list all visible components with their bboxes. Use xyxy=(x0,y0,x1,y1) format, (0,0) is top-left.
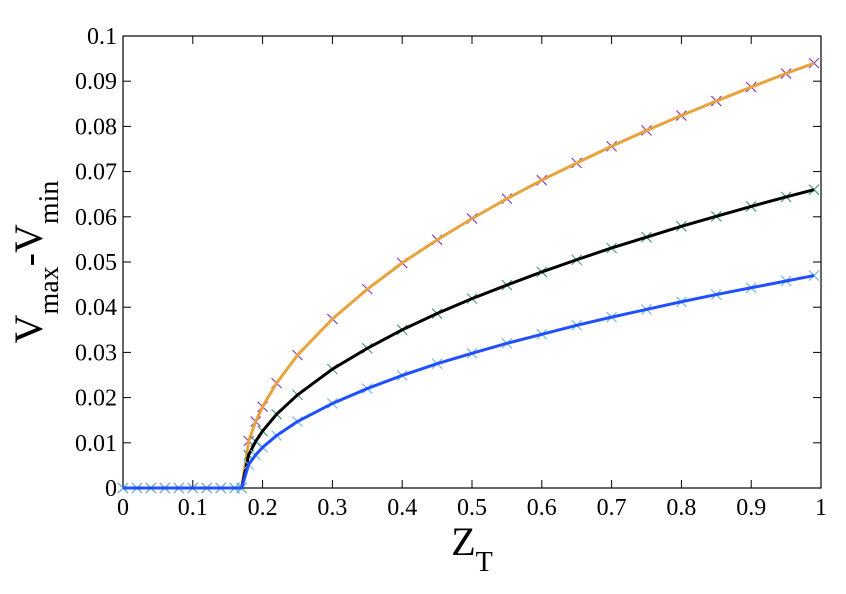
y-tick-label: 0.01 xyxy=(75,431,117,457)
x-tick-label: 0.1 xyxy=(178,495,208,521)
x-tick-label: 0.7 xyxy=(597,495,627,521)
plot-frame xyxy=(122,35,822,489)
y-tick-label: 0.06 xyxy=(75,205,117,231)
x-tick-label: 0 xyxy=(117,495,129,521)
series-line xyxy=(123,188,815,490)
ylabel: Vmax-Vmin xyxy=(6,181,65,344)
series-line xyxy=(123,61,815,490)
x-tick-label: 0.6 xyxy=(527,495,557,521)
x-tick-label: 0.9 xyxy=(736,495,766,521)
xlabel-part: Z xyxy=(451,519,475,564)
y-tick-label: 0.09 xyxy=(75,69,117,95)
xlabel: ZT xyxy=(451,519,493,578)
x-tick-label: 0.8 xyxy=(666,495,696,521)
xlabel-part: T xyxy=(476,547,493,578)
x-tick-label: 0.4 xyxy=(387,495,417,521)
y-tick-label: 0.04 xyxy=(75,295,117,321)
ylabel-part: min xyxy=(34,181,65,225)
x-tick-label: 0.5 xyxy=(457,495,487,521)
y-tick-label: 0.03 xyxy=(75,340,117,366)
y-tick-label: 0.08 xyxy=(75,114,117,140)
y-tick-label: 0 xyxy=(105,476,117,502)
y-tick-label: 0.1 xyxy=(87,24,117,50)
x-tick-label: 0.2 xyxy=(248,495,278,521)
ylabel-part: max xyxy=(34,266,65,314)
ylabel-part: -V xyxy=(6,224,51,266)
y-tick-label: 0.02 xyxy=(75,386,117,412)
series-line xyxy=(123,274,815,490)
y-tick-label: 0.07 xyxy=(75,160,117,186)
y-tick-label: 0.05 xyxy=(75,250,117,276)
x-tick-label: 1 xyxy=(815,495,827,521)
ylabel-part: V xyxy=(6,314,51,343)
x-tick-label: 0.3 xyxy=(317,495,347,521)
